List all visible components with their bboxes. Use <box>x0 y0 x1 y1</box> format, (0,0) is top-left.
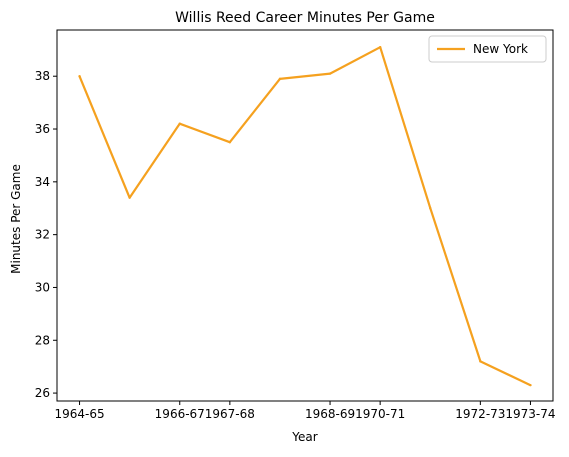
data-point <box>529 383 532 387</box>
y-tick-label: 36 <box>35 122 50 136</box>
y-tick-label: 26 <box>35 386 50 400</box>
x-tick-label: 1973-74 <box>505 407 555 421</box>
plot-frame <box>56 29 554 402</box>
plot-area <box>56 29 554 402</box>
data-point <box>429 207 432 210</box>
y-tick-label: 38 <box>35 69 50 83</box>
data-point <box>479 360 482 363</box>
x-tick-label: 1967-68 <box>205 407 255 421</box>
x-tick-label: 1966-67 <box>155 407 205 421</box>
y-axis-label: Minutes Per Game <box>9 164 23 274</box>
x-tick-label: 1968-69 <box>305 407 355 421</box>
legend-box <box>428 35 547 63</box>
legend: New York <box>428 35 547 63</box>
chart-title: Willis Reed Career Minutes Per Game <box>175 10 435 26</box>
data-point <box>328 72 332 75</box>
series-line-0 <box>78 46 531 387</box>
x-axis-label: Year <box>291 430 317 444</box>
x-tick-label: 1972-73 <box>455 407 505 421</box>
x-axis: 1964-65 1966-67 1967-68 1968-69 1970-71 1972-… <box>54 401 556 421</box>
series-layer <box>78 45 532 387</box>
y-tick-label: 30 <box>35 280 50 294</box>
data-point <box>378 45 382 49</box>
legend-label: New York <box>473 42 528 56</box>
y-tick-label: 28 <box>35 333 50 347</box>
data-point <box>278 77 282 81</box>
y-axis: 26 28 30 32 34 36 38 <box>35 69 57 400</box>
data-point <box>178 122 181 125</box>
data-point <box>78 75 81 78</box>
x-tick-label: 1964-65 <box>54 407 104 421</box>
data-point <box>128 196 131 199</box>
y-tick-label: 32 <box>35 228 50 242</box>
x-tick-label: 1970-71 <box>355 407 405 421</box>
y-tick-label: 34 <box>35 175 50 189</box>
data-point <box>228 141 232 144</box>
